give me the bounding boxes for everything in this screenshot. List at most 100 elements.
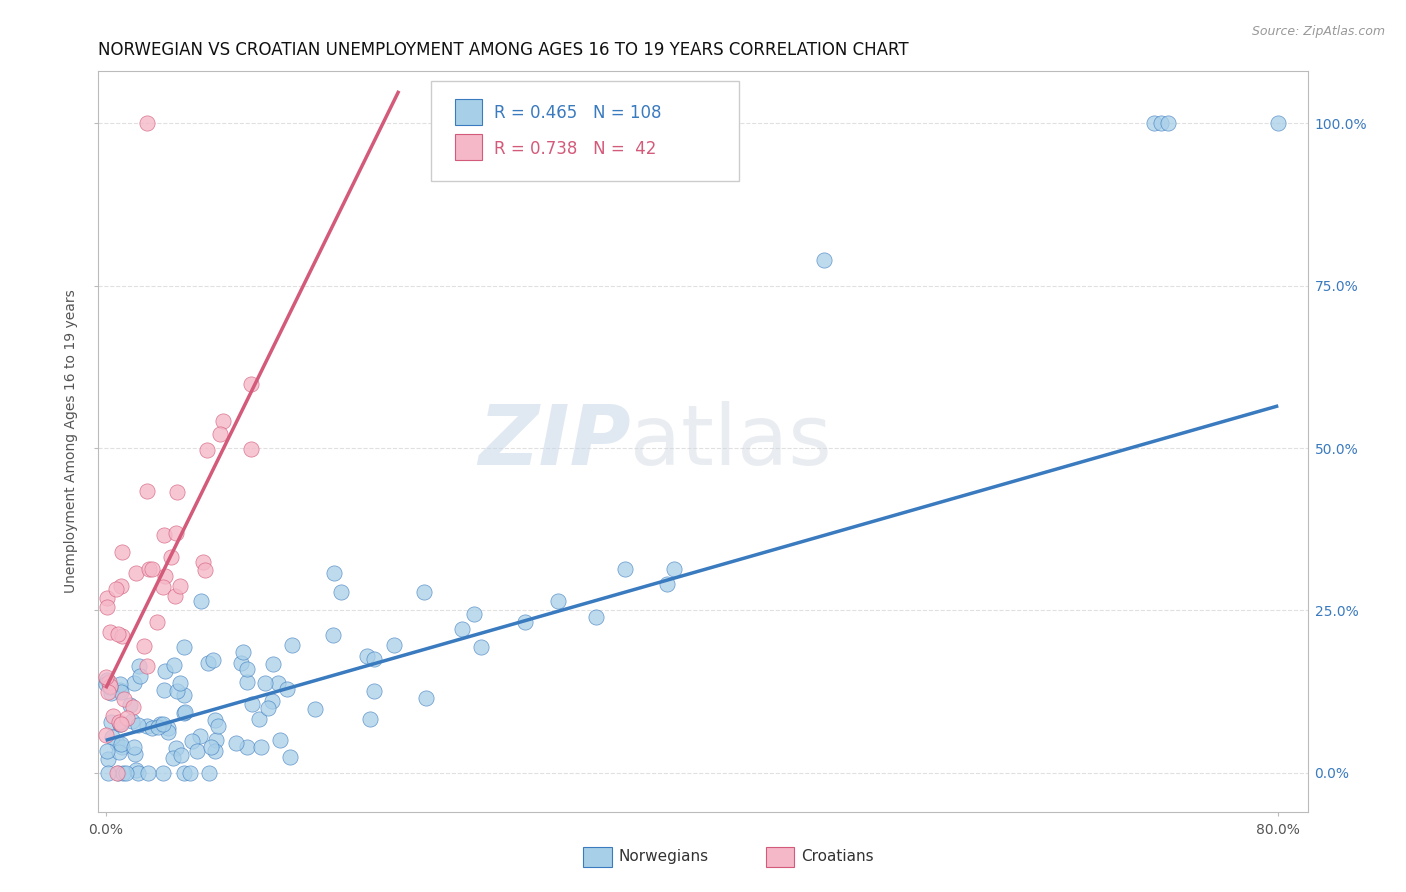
Point (96, 677, 118, 691)
Point (155, 569, 177, 583)
Point (127, 765, 149, 780)
Point (100, 715, 122, 730)
Point (115, 765, 138, 780)
Point (124, 763, 146, 777)
Point (813, 252, 835, 267)
Point (194, 563, 217, 577)
Point (225, 736, 247, 750)
Point (384, 638, 406, 652)
Point (121, 714, 143, 728)
Point (260, 693, 283, 707)
Point (97, 675, 120, 690)
Point (94, 670, 117, 684)
Text: atlas: atlas (630, 401, 832, 482)
Point (128, 658, 150, 673)
Point (197, 765, 219, 780)
Point (162, 751, 184, 765)
Point (152, 717, 174, 731)
Point (247, 712, 270, 726)
Point (110, 717, 132, 731)
Point (205, 733, 228, 747)
Point (96, 673, 118, 687)
Text: NORWEGIAN VS CROATIAN UNEMPLOYMENT AMONG AGES 16 TO 19 YEARS CORRELATION CHART: NORWEGIAN VS CROATIAN UNEMPLOYMENT AMONG… (98, 41, 910, 59)
Point (249, 739, 271, 754)
Point (330, 585, 353, 599)
Point (120, 698, 142, 712)
Point (239, 376, 262, 391)
Point (138, 562, 160, 576)
Point (269, 733, 291, 747)
Point (173, 640, 195, 654)
Point (204, 744, 226, 758)
Point (98, 624, 121, 639)
Text: Source: ZipAtlas.com: Source: ZipAtlas.com (1251, 25, 1385, 38)
Point (173, 688, 195, 702)
Point (664, 562, 686, 576)
Point (156, 721, 179, 735)
Point (96, 744, 118, 758)
Point (108, 676, 131, 690)
FancyBboxPatch shape (456, 100, 482, 126)
Point (100, 686, 122, 700)
Point (235, 675, 257, 690)
Point (235, 662, 257, 676)
FancyBboxPatch shape (456, 135, 482, 161)
Point (655, 577, 678, 591)
Point (415, 690, 437, 705)
Point (197, 656, 219, 670)
Point (201, 652, 224, 666)
Point (122, 675, 145, 690)
Point (613, 562, 636, 576)
Point (141, 721, 163, 735)
Point (267, 675, 290, 690)
Point (240, 442, 263, 456)
Point (356, 649, 378, 664)
Point (110, 545, 132, 559)
Point (112, 765, 135, 780)
Point (188, 729, 211, 743)
Point (155, 664, 177, 678)
Point (110, 737, 132, 751)
Point (281, 638, 304, 652)
Point (110, 579, 132, 593)
Point (169, 579, 191, 593)
Point (207, 719, 229, 733)
Point (145, 615, 167, 629)
Point (278, 750, 301, 764)
Point (322, 628, 344, 642)
Point (208, 427, 231, 442)
Point (105, 736, 128, 750)
Point (136, 659, 159, 673)
Point (107, 627, 129, 641)
Point (110, 685, 132, 699)
Point (112, 692, 135, 706)
Point (105, 765, 128, 780)
Point (115, 711, 138, 725)
Point (122, 739, 145, 754)
Point (470, 640, 492, 654)
Point (121, 700, 143, 714)
Point (152, 765, 174, 780)
Point (173, 706, 195, 721)
Point (212, 414, 235, 428)
Point (165, 589, 187, 603)
Point (108, 745, 131, 759)
Point (153, 683, 176, 698)
Point (111, 740, 134, 755)
Point (97, 685, 120, 699)
Point (513, 615, 536, 629)
Point (149, 717, 172, 731)
Point (136, 483, 159, 498)
Point (547, 593, 569, 607)
Point (585, 609, 607, 624)
Point (174, 705, 197, 719)
Point (97, 765, 120, 780)
Point (179, 765, 201, 780)
Point (129, 669, 152, 683)
Point (257, 701, 280, 715)
Point (108, 682, 131, 697)
Point (104, 582, 127, 596)
Point (166, 484, 188, 499)
Point (236, 739, 259, 754)
Point (136, 765, 159, 780)
